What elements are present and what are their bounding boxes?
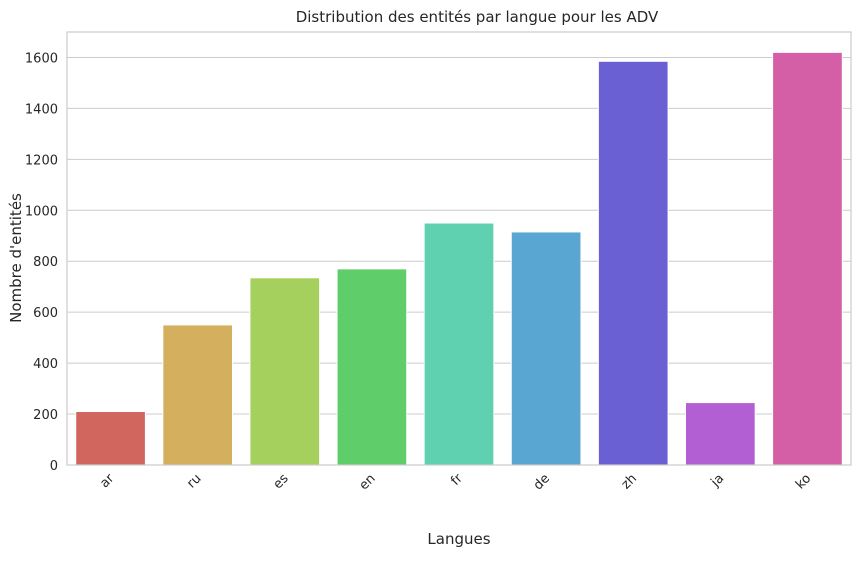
bar-ko — [772, 51, 843, 466]
bar-fr — [423, 222, 495, 466]
x-axis-ticks: ar ru es en fr de zh ja ko — [97, 471, 814, 494]
bar-ar — [75, 411, 146, 466]
x-tick-label: en — [357, 471, 379, 493]
bar-ja — [684, 402, 756, 466]
x-tick-label: ja — [708, 471, 728, 491]
y-tick-label: 600 — [33, 306, 58, 321]
x-tick-label: zh — [619, 471, 640, 492]
bar-en — [336, 268, 408, 466]
x-tick-label: ko — [793, 471, 814, 492]
y-tick-label: 1600 — [25, 51, 58, 66]
bar-es — [249, 277, 321, 466]
y-tick-label: 1200 — [25, 153, 58, 168]
x-tick-label: de — [531, 471, 553, 493]
y-tick-label: 1000 — [25, 204, 58, 219]
y-axis-ticks: 0 200 400 600 800 1000 1200 1400 1600 — [25, 51, 58, 474]
y-axis-title: Nombre d'entités — [7, 193, 25, 323]
y-tick-label: 400 — [33, 357, 58, 372]
bar-ru — [162, 324, 234, 466]
chart-title: Distribution des entités par langue pour… — [296, 8, 659, 26]
y-tick-label: 1400 — [25, 102, 58, 117]
plot-area-border — [66, 31, 852, 466]
x-tick-label: es — [271, 471, 292, 492]
bars — [75, 51, 843, 466]
x-axis-title: Langues — [427, 530, 490, 548]
x-tick-label: fr — [448, 471, 466, 489]
x-tick-label: ru — [184, 471, 204, 491]
y-tick-label: 0 — [50, 459, 58, 474]
y-tick-label: 200 — [33, 408, 58, 423]
y-tick-label: 800 — [33, 255, 58, 270]
bar-zh — [597, 60, 669, 466]
bar-de — [510, 231, 582, 466]
x-tick-label: ar — [97, 471, 117, 491]
